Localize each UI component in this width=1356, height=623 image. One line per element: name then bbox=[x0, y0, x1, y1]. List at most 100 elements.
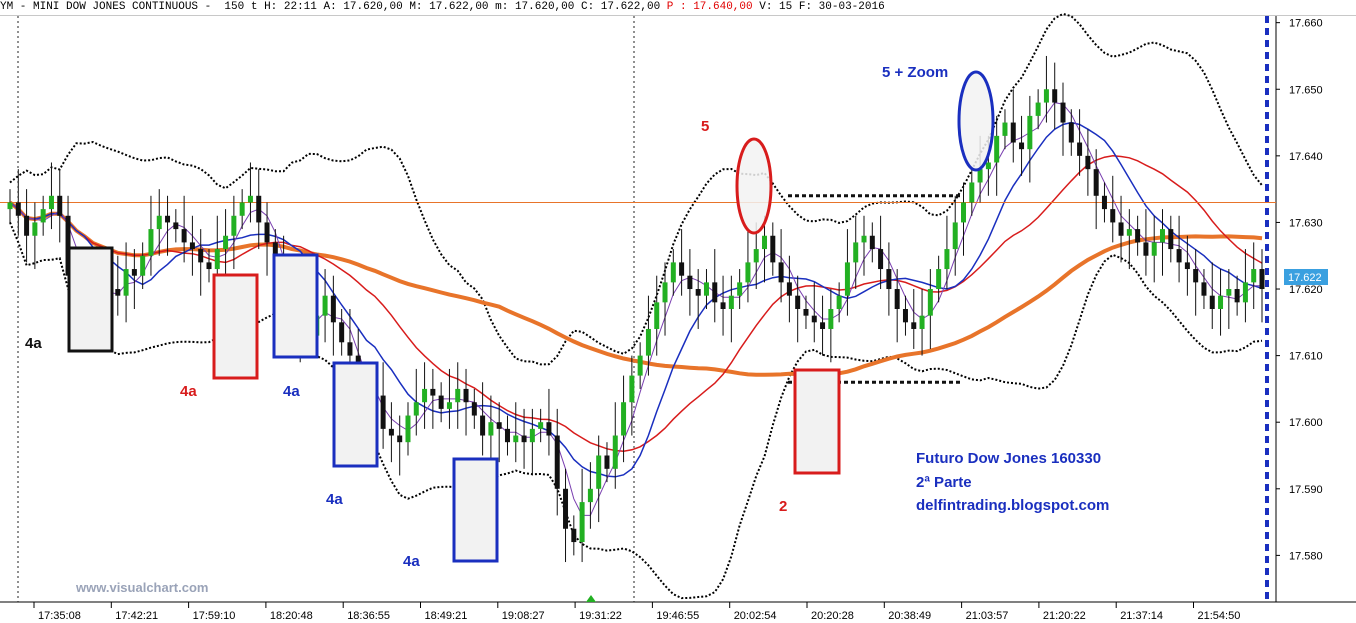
bear-candle bbox=[173, 222, 179, 230]
bear-candle bbox=[397, 435, 403, 443]
bear-candle bbox=[1143, 242, 1149, 256]
annotation-box-blue-2 bbox=[332, 361, 379, 468]
bear-candle bbox=[712, 282, 718, 303]
bull-candle bbox=[1160, 229, 1166, 243]
y-tick-label: 17.580 bbox=[1289, 550, 1323, 562]
bear-candle bbox=[1077, 142, 1083, 156]
bear-candle bbox=[521, 435, 527, 443]
annotation-box-red-1 bbox=[212, 273, 259, 380]
bull-candle bbox=[662, 282, 668, 303]
bull-candle bbox=[985, 162, 991, 170]
bull-candle bbox=[1126, 229, 1132, 236]
y-tick-label: 17.660 bbox=[1289, 18, 1323, 30]
label-4a-blue-3: 4a bbox=[403, 553, 420, 570]
bear-candle bbox=[679, 262, 685, 276]
bear-candle bbox=[878, 249, 884, 270]
bull-candle bbox=[994, 135, 1000, 163]
bear-candle bbox=[264, 222, 270, 243]
bear-candle bbox=[770, 235, 776, 263]
bull-candle bbox=[952, 222, 958, 250]
y-tick-label: 17.610 bbox=[1289, 351, 1323, 363]
x-tick-label: 17:35:08 bbox=[38, 610, 81, 622]
y-tick-label: 17.590 bbox=[1289, 484, 1323, 496]
bear-candle bbox=[131, 269, 137, 276]
bull-candle bbox=[753, 249, 759, 263]
bear-candle bbox=[330, 295, 336, 323]
bull-candle bbox=[1242, 282, 1248, 303]
bull-candle bbox=[637, 355, 643, 376]
x-tick-label: 19:08:27 bbox=[502, 610, 545, 622]
x-tick-label: 17:59:10 bbox=[193, 610, 236, 622]
bear-candle bbox=[189, 242, 195, 250]
bear-candle bbox=[778, 262, 784, 283]
y-tick-label: 17.600 bbox=[1289, 417, 1323, 429]
bear-candle bbox=[1052, 89, 1058, 103]
bull-candle bbox=[513, 435, 519, 443]
bear-candle bbox=[1184, 262, 1190, 270]
watermark: www.visualchart.com bbox=[75, 580, 208, 595]
bull-candle bbox=[48, 195, 54, 210]
bear-candle bbox=[687, 275, 693, 290]
y-tick-label: 17.640 bbox=[1289, 151, 1323, 163]
label-2: 2 bbox=[779, 498, 787, 515]
bull-candle bbox=[140, 255, 146, 276]
y-tick-label: 17.620 bbox=[1289, 284, 1323, 296]
bull-candle bbox=[538, 422, 544, 429]
header-previous-close: P : 17.640,00 bbox=[666, 1, 753, 13]
bear-candle bbox=[380, 395, 386, 429]
x-tick-label: 20:20:28 bbox=[811, 610, 854, 622]
bull-candle bbox=[579, 502, 585, 543]
bull-candle bbox=[1035, 102, 1041, 116]
bear-candle bbox=[795, 295, 801, 309]
bull-candle bbox=[728, 295, 734, 309]
bear-candle bbox=[181, 229, 187, 243]
bull-candle bbox=[828, 309, 834, 329]
bear-candle bbox=[1234, 289, 1240, 303]
bull-candle bbox=[654, 302, 660, 329]
bear-candle bbox=[496, 422, 502, 429]
bear-candle bbox=[1193, 269, 1199, 283]
x-tick-label: 21:20:22 bbox=[1043, 610, 1086, 622]
bear-candle bbox=[463, 388, 469, 403]
label-4a-blue-2: 4a bbox=[326, 491, 343, 508]
bear-candle bbox=[438, 395, 444, 409]
header-date: F: 30-03-2016 bbox=[798, 1, 885, 13]
bear-candle bbox=[206, 262, 212, 270]
bear-candle bbox=[869, 235, 875, 250]
bear-candle bbox=[563, 488, 569, 529]
bull-candle bbox=[7, 202, 13, 210]
x-tick-label: 21:37:14 bbox=[1120, 610, 1163, 622]
bull-candle bbox=[446, 402, 452, 409]
label-5: 5 bbox=[701, 118, 709, 135]
bear-candle bbox=[198, 249, 204, 263]
bull-candle bbox=[737, 282, 743, 296]
bear-candle bbox=[339, 322, 345, 343]
bull-candle bbox=[919, 315, 925, 329]
y-axis: 17.660 17.650 17.640 17.630 17.620 17.610 17.6… bbox=[1276, 18, 1323, 562]
bull-candle bbox=[703, 282, 709, 296]
bear-candle bbox=[504, 428, 510, 443]
bull-candle bbox=[239, 202, 245, 216]
bear-candle bbox=[720, 302, 726, 309]
bear-candle bbox=[471, 402, 477, 416]
bear-candle bbox=[1085, 155, 1091, 170]
bull-candle bbox=[670, 262, 676, 283]
bear-candle bbox=[820, 322, 826, 329]
bear-candle bbox=[347, 342, 353, 356]
bull-candle bbox=[596, 455, 602, 489]
lower-band-line bbox=[9, 222, 1263, 600]
x-tick-label: 21:54:50 bbox=[1198, 610, 1241, 622]
bull-candle bbox=[322, 295, 328, 316]
label-5-zoom: 5 + Zoom bbox=[882, 64, 948, 81]
x-tick-label: 17:42:21 bbox=[115, 610, 158, 622]
x-axis: 17:35:08 17:42:21 17:59:10 18:20:48 18:36:55… bbox=[33, 602, 1241, 622]
bear-candle bbox=[1209, 295, 1215, 309]
bear-candle bbox=[57, 195, 63, 216]
bear-candle bbox=[695, 289, 701, 296]
bull-candle bbox=[123, 269, 129, 296]
bear-candle bbox=[1110, 209, 1116, 223]
bear-candle bbox=[1135, 229, 1141, 243]
bull-candle bbox=[247, 195, 253, 203]
bull-candle bbox=[629, 375, 635, 403]
